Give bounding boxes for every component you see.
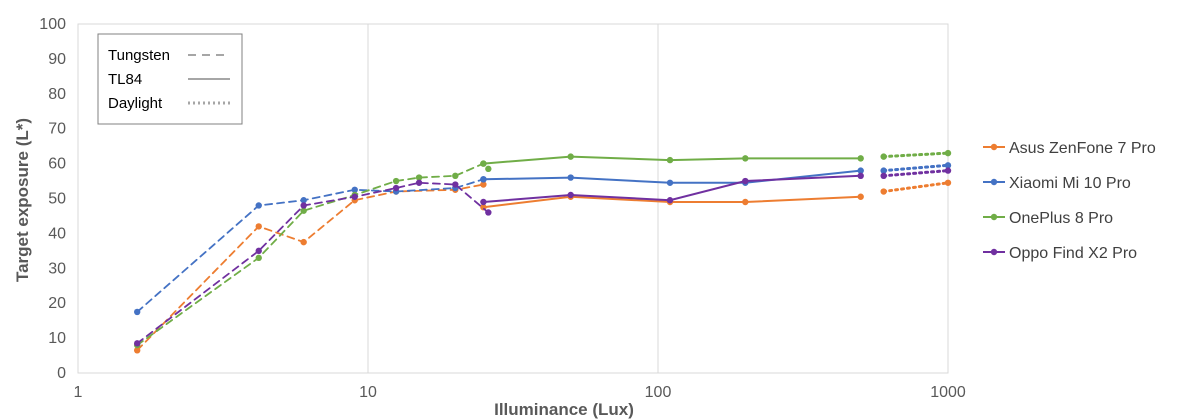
data-point xyxy=(255,247,262,255)
line-style-legend: Tungsten TL84 Daylight xyxy=(97,33,243,125)
data-point xyxy=(880,172,887,180)
data-point xyxy=(742,155,749,162)
data-point xyxy=(666,179,674,186)
legend-swatch-marker xyxy=(990,143,998,151)
data-point xyxy=(480,160,487,167)
series-line-tungsten xyxy=(136,181,490,345)
data-point xyxy=(255,254,262,262)
series-line-daylight xyxy=(882,181,950,193)
series-line-tungsten xyxy=(136,178,485,313)
series-legend: Asus ZenFone 7 Pro Xiaomi Mi 10 Pro OnePlu… xyxy=(983,140,1156,262)
x-tick-label: 100 xyxy=(645,384,672,401)
data-point xyxy=(485,165,492,173)
data-point xyxy=(857,172,864,180)
data-point xyxy=(567,191,574,199)
legend-item: OnePlus 8 Pro xyxy=(983,210,1113,227)
legend-swatch-marker xyxy=(990,178,998,186)
series xyxy=(133,149,952,354)
grid xyxy=(77,23,949,374)
data-point xyxy=(666,156,674,164)
data-point xyxy=(880,153,887,160)
line-style-legend-label: TL84 xyxy=(108,71,142,88)
y-tick-label: 0 xyxy=(57,365,66,382)
data-point xyxy=(133,347,141,354)
y-tick-label: 70 xyxy=(48,121,66,138)
data-point xyxy=(351,186,358,193)
data-point xyxy=(880,167,887,174)
y-tick-label: 40 xyxy=(48,225,66,242)
series-line-daylight xyxy=(882,151,950,159)
line-style-legend-label: Tungsten xyxy=(108,47,170,64)
data-point xyxy=(480,181,487,188)
series-4 xyxy=(133,167,952,347)
legend-item: Xiaomi Mi 10 Pro xyxy=(983,175,1131,192)
y-tick-label: 20 xyxy=(48,295,66,312)
data-point xyxy=(392,184,400,192)
y-tick-label: 80 xyxy=(48,86,66,103)
data-point xyxy=(480,198,487,206)
data-point xyxy=(567,153,574,160)
series-line-daylight xyxy=(882,169,950,178)
y-tick-label: 10 xyxy=(48,330,66,347)
data-point xyxy=(452,172,459,180)
data-point xyxy=(944,167,952,174)
y-tick-label: 100 xyxy=(39,16,66,33)
y-tick-label: 90 xyxy=(48,51,66,68)
y-tick-label: 50 xyxy=(48,191,66,208)
legend-swatch-marker xyxy=(990,213,998,221)
data-point xyxy=(880,188,887,195)
series-2 xyxy=(133,162,952,316)
data-point xyxy=(742,198,749,206)
data-point xyxy=(133,308,141,316)
x-tick-label: 1 xyxy=(74,384,83,401)
legend-label: Asus ZenFone 7 Pro xyxy=(1009,140,1156,157)
axes: 1 10 100 1000 0 10 20 30 40 50 60 70 80 90 100 xyxy=(39,16,966,401)
data-point xyxy=(255,202,262,209)
legend-label: Oppo Find X2 Pro xyxy=(1009,245,1137,262)
x-tick-label: 1000 xyxy=(930,384,966,401)
y-tick-label: 60 xyxy=(48,156,66,173)
legend-swatch-marker xyxy=(990,248,998,256)
data-point xyxy=(666,197,674,204)
data-point xyxy=(480,176,487,183)
data-point xyxy=(300,238,307,246)
legend-item: Oppo Find X2 Pro xyxy=(983,245,1137,262)
data-point xyxy=(415,174,423,181)
data-point xyxy=(300,197,307,204)
data-point xyxy=(944,179,952,186)
legend-label: Xiaomi Mi 10 Pro xyxy=(1009,175,1131,192)
data-point xyxy=(255,223,262,230)
x-tick-label: 10 xyxy=(359,384,377,401)
data-point xyxy=(485,209,492,216)
line-style-legend-label: Daylight xyxy=(108,95,163,112)
data-point xyxy=(392,177,400,185)
data-point xyxy=(742,177,749,185)
data-point xyxy=(857,193,864,200)
data-point xyxy=(857,155,864,162)
data-point xyxy=(415,179,423,186)
series-line-daylight xyxy=(882,163,950,173)
x-axis-title: Illuminance (Lux) xyxy=(494,400,634,419)
data-point xyxy=(133,340,141,347)
data-point xyxy=(452,181,459,188)
y-tick-label: 30 xyxy=(48,260,66,277)
legend-item: Asus ZenFone 7 Pro xyxy=(983,140,1156,157)
data-point xyxy=(857,167,864,174)
legend-label: OnePlus 8 Pro xyxy=(1009,210,1113,227)
series-3 xyxy=(133,149,952,349)
data-point xyxy=(567,174,574,181)
y-axis-title: Target exposure (L*) xyxy=(13,118,32,282)
data-point xyxy=(300,202,307,209)
series-line-tungsten xyxy=(136,162,490,347)
data-point xyxy=(944,162,952,169)
data-point xyxy=(944,149,952,157)
data-point xyxy=(351,193,358,200)
data-point xyxy=(300,207,307,214)
